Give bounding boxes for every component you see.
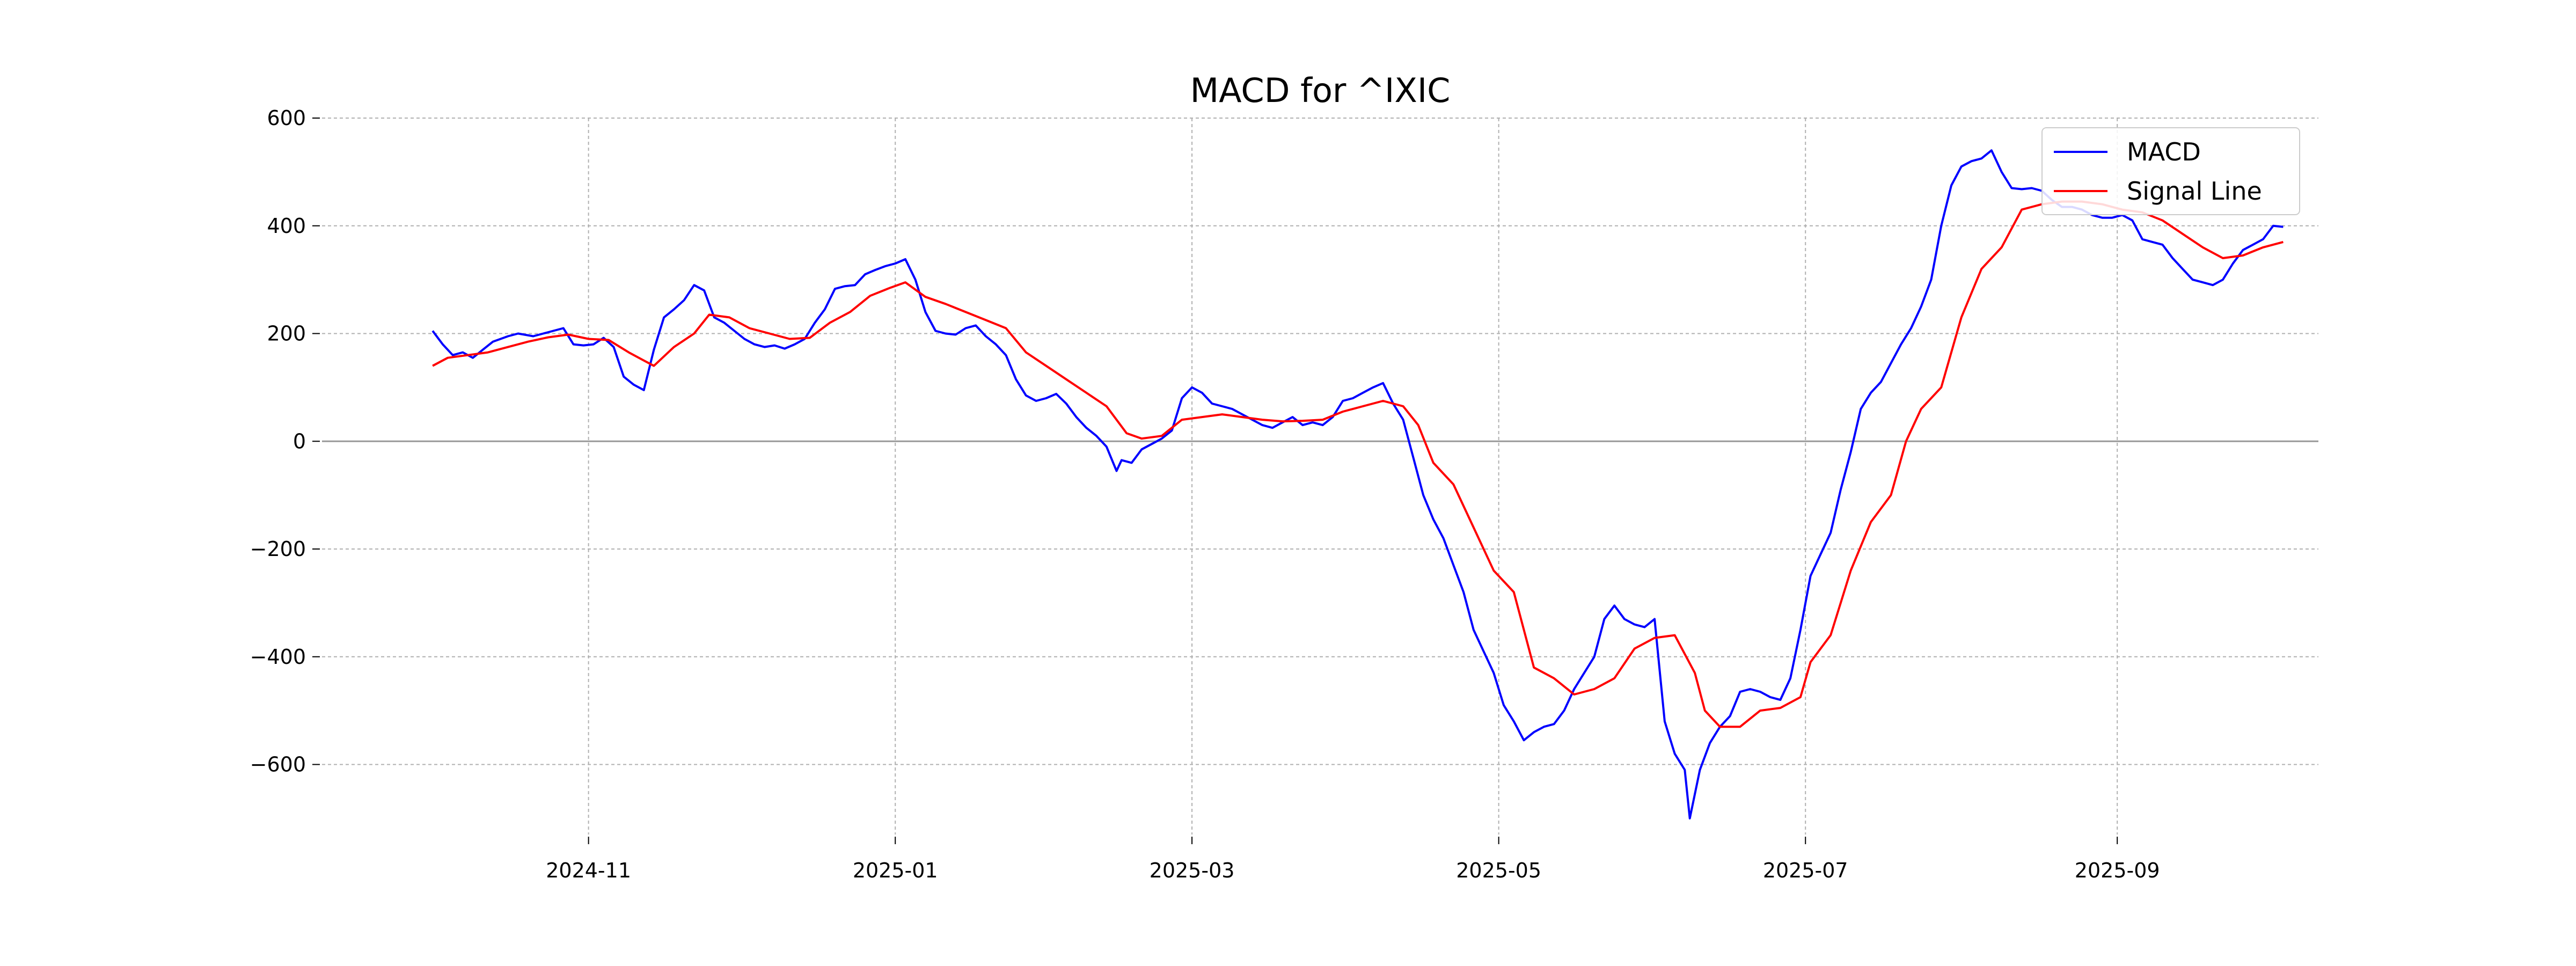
legend-box bbox=[2041, 127, 2300, 215]
chart-title: MACD for ^IXIC bbox=[1190, 71, 1451, 110]
x-tick-label: 2025-09 bbox=[2075, 859, 2160, 882]
x-tick-label: 2024-11 bbox=[546, 859, 631, 882]
y-tick-label: 200 bbox=[267, 322, 306, 346]
y-tick-label: 600 bbox=[267, 106, 306, 130]
x-tick-label: 2025-07 bbox=[1763, 859, 1848, 882]
macd-line bbox=[431, 149, 2284, 819]
legend-label-signal-line: Signal Line bbox=[2127, 177, 2262, 206]
y-axis: 600 400 200 0 −200 −400 −600 bbox=[250, 106, 320, 777]
y-tick-label: 400 bbox=[267, 214, 306, 238]
y-tick-label: −600 bbox=[250, 753, 306, 777]
x-tick-label: 2025-03 bbox=[1150, 859, 1235, 882]
y-tick-label: −400 bbox=[250, 645, 306, 669]
legend-label-macd: MACD bbox=[2127, 137, 2201, 166]
x-tick-label: 2025-05 bbox=[1456, 859, 1541, 882]
y-tick-label: 0 bbox=[293, 429, 306, 453]
grid-layer bbox=[322, 118, 2318, 835]
x-axis: 2024-11 2025-01 2025-03 2025-05 2025-07 2025-… bbox=[546, 837, 2160, 882]
series-layer bbox=[431, 149, 2284, 819]
y-tick-label: −200 bbox=[250, 537, 306, 561]
legend: MACD Signal Line bbox=[2041, 127, 2300, 215]
x-tick-label: 2025-01 bbox=[853, 859, 938, 882]
signal-line-line bbox=[432, 200, 2284, 728]
